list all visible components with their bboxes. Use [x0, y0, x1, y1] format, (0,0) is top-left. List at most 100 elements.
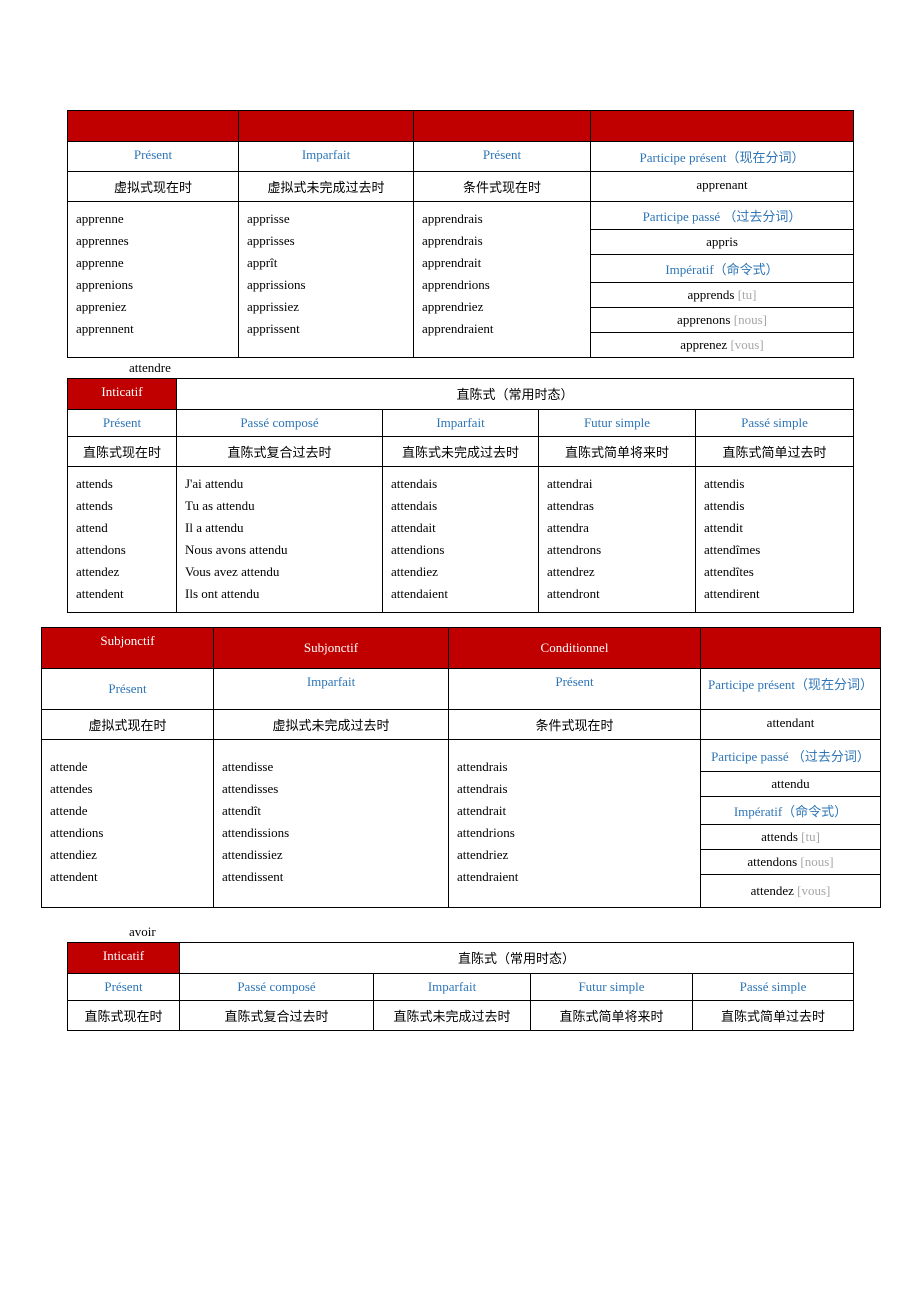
- form: attendra: [547, 517, 687, 539]
- form: attendaient: [391, 583, 530, 605]
- imp-pronoun: [nous]: [800, 854, 833, 869]
- form: attendit: [704, 517, 845, 539]
- header-span: 直陈式（常用时态）: [177, 379, 854, 410]
- form: Il a attendu: [185, 517, 374, 539]
- table-row: Présent Passé composé Imparfait Futur si…: [68, 973, 854, 1000]
- imp-form: apprenez: [680, 337, 730, 352]
- conjugation-cell: attendaisattendaisattendaitattendionsatt…: [383, 467, 539, 613]
- form: attendis: [704, 473, 845, 495]
- header-cell: Subjonctif: [42, 627, 214, 668]
- form: attendriez: [457, 844, 692, 866]
- form: apprennent: [76, 318, 230, 340]
- form: attendent: [76, 583, 168, 605]
- imp-pronoun: [tu]: [738, 287, 757, 302]
- conjugation-cell: attendraisattendraisattendraitattendrion…: [449, 739, 701, 907]
- imp-pronoun: [vous]: [797, 883, 830, 898]
- form: apprenions: [76, 274, 230, 296]
- tense-label: Présent: [68, 973, 180, 1000]
- tense-label: Présent: [68, 410, 177, 437]
- form: attendais: [391, 495, 530, 517]
- verb-name-avoir: avoir: [67, 922, 920, 942]
- table-attendre-ind: Inticatif 直陈式（常用时态） Présent Passé compos…: [67, 378, 854, 613]
- table-attendre-subj: Subjonctif Subjonctif Conditionnel Prése…: [41, 627, 881, 908]
- table-avoir-ind: Inticatif 直陈式（常用时态） Présent Passé compos…: [67, 942, 854, 1031]
- header-cell: [701, 627, 881, 668]
- form: apprît: [247, 252, 405, 274]
- form: appreniez: [76, 296, 230, 318]
- tense-cn: 直陈式复合过去时: [177, 437, 383, 467]
- participe-passe-val: appris: [591, 230, 854, 255]
- tense-label: Imparfait: [239, 142, 414, 172]
- table-row: apprenne apprennes apprenne apprenions a…: [68, 202, 854, 230]
- table-row: attendsattendsattendattendonsattendezatt…: [68, 467, 854, 613]
- form: apprendrions: [422, 274, 582, 296]
- form: attendiez: [391, 561, 530, 583]
- imperatif-vous: apprenez [vous]: [591, 333, 854, 358]
- form: attends: [76, 473, 168, 495]
- form: attendît: [222, 800, 440, 822]
- tense-label: Participe présent（现在分词）: [591, 142, 854, 172]
- table-row: Inticatif 直陈式（常用时态）: [68, 379, 854, 410]
- form: attendîtes: [704, 561, 845, 583]
- header-cell: [239, 111, 414, 142]
- imp-form: apprends: [688, 287, 738, 302]
- table-row: [68, 111, 854, 142]
- tense-cn: 虚拟式未完成过去时: [214, 709, 449, 739]
- tense-label: Imparfait: [374, 973, 531, 1000]
- table-row: attendeattendesattendeattendionsattendie…: [42, 739, 881, 771]
- form: attendront: [547, 583, 687, 605]
- form: apprendrais: [422, 230, 582, 252]
- form: attendrais: [457, 778, 692, 800]
- form: attendrions: [457, 822, 692, 844]
- form: attendrait: [457, 800, 692, 822]
- form: attendions: [50, 822, 205, 844]
- tense-label: Futur simple: [531, 973, 693, 1000]
- tense-label: Participe présent（现在分词）: [701, 668, 881, 709]
- form: attendrais: [457, 756, 692, 778]
- header-cell: Conditionnel: [449, 627, 701, 668]
- conjugation-cell: attendisseattendissesattendîtattendissio…: [214, 739, 449, 907]
- form: apprendraient: [422, 318, 582, 340]
- form: attendiez: [50, 844, 205, 866]
- form: attend: [76, 517, 168, 539]
- form: attendais: [391, 473, 530, 495]
- table-row: 直陈式现在时 直陈式复合过去时 直陈式未完成过去时 直陈式简单将来时 直陈式简单…: [68, 1000, 854, 1030]
- tense-cn: 直陈式简单将来时: [539, 437, 696, 467]
- table-row: Présent Passé composé Imparfait Futur si…: [68, 410, 854, 437]
- form: attendissiez: [222, 844, 440, 866]
- imp-pronoun: [nous]: [734, 312, 767, 327]
- table-row: Présent Imparfait Présent Participe prés…: [68, 142, 854, 172]
- form: apprisse: [247, 208, 405, 230]
- header-span: 直陈式（常用时态）: [180, 942, 854, 973]
- participe-passe-val: attendu: [701, 771, 881, 796]
- imperatif-label: Impératif（命令式）: [591, 255, 854, 283]
- tense-label: Présent: [449, 668, 701, 709]
- form: apprennes: [76, 230, 230, 252]
- form: apprisses: [247, 230, 405, 252]
- tense-label: Présent: [68, 142, 239, 172]
- table-row: Inticatif 直陈式（常用时态）: [68, 942, 854, 973]
- tense-cn: 虚拟式现在时: [68, 172, 239, 202]
- conjugation-cell: attendeattendesattendeattendionsattendie…: [42, 739, 214, 907]
- tense-cn: 直陈式简单过去时: [696, 437, 854, 467]
- tense-cn: 直陈式复合过去时: [180, 1000, 374, 1030]
- conjugation-cell: attendraiattendrasattendraattendronsatte…: [539, 467, 696, 613]
- form: attende: [50, 800, 205, 822]
- form: attendisse: [222, 756, 440, 778]
- tense-cn: 直陈式未完成过去时: [374, 1000, 531, 1030]
- imp-form: attends: [761, 829, 801, 844]
- imp-pronoun: [vous]: [730, 337, 763, 352]
- header-inticatif: Inticatif: [68, 942, 180, 973]
- tense-cn: 虚拟式未完成过去时: [239, 172, 414, 202]
- header-cell: [68, 111, 239, 142]
- form: Vous avez attendu: [185, 561, 374, 583]
- participe-present-val: attendant: [701, 709, 881, 739]
- form: apprendrais: [422, 208, 582, 230]
- imperatif-label: Impératif（命令式）: [701, 796, 881, 824]
- form: apprendrait: [422, 252, 582, 274]
- tense-label: Imparfait: [214, 668, 449, 709]
- tense-cn: 直陈式现在时: [68, 437, 177, 467]
- conjugation-cell: J'ai attenduTu as attenduIl a attenduNou…: [177, 467, 383, 613]
- tense-cn: 条件式现在时: [414, 172, 591, 202]
- form: attendez: [76, 561, 168, 583]
